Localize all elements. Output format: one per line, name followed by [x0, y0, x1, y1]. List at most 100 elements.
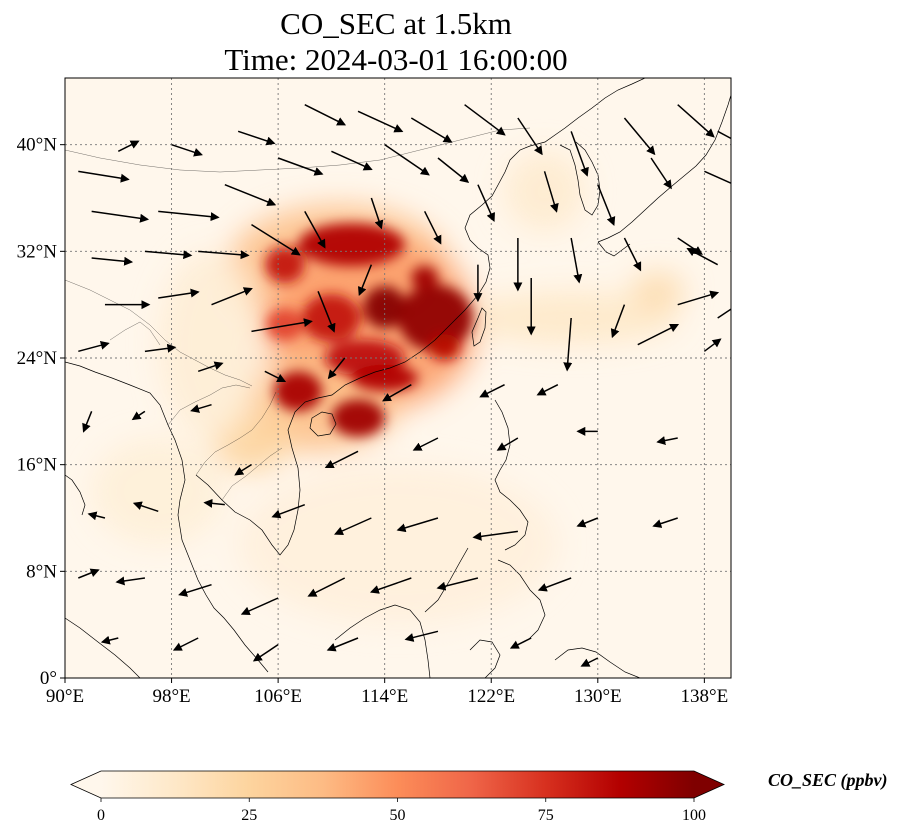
wind-arrow: [677, 104, 715, 138]
wind-arrow: [610, 304, 626, 339]
co-hotspot: [411, 266, 438, 290]
wind-arrow: [537, 577, 572, 592]
colorbar-gradient: [101, 771, 694, 798]
longitude-axis: 90°E 98°E 106°E 114°E 122°E 130°E 138°E: [46, 678, 728, 707]
wind-arrow: [357, 110, 404, 133]
wind-arrow: [369, 577, 412, 594]
co-hotspot: [398, 284, 473, 352]
wind-arrow: [264, 370, 287, 383]
wind-arrow: [203, 498, 225, 508]
wind-arrow: [570, 131, 589, 177]
wind-arrow: [251, 224, 301, 256]
wind-arrow: [656, 436, 678, 445]
colorbar-tick-label: 100: [682, 807, 706, 824]
map-subtitle-time: Time: 2024-03-01 16:00:00: [224, 42, 568, 77]
wind-arrow: [496, 437, 519, 451]
wind-arrow: [78, 340, 110, 353]
wind-arrow: [307, 577, 346, 597]
wind-arrow: [144, 343, 177, 353]
wind-arrow: [437, 157, 470, 183]
lat-tick-label: 8°N: [26, 561, 57, 582]
wind-arrow: [717, 308, 731, 319]
wind-arrow: [637, 323, 680, 346]
colorbar-tick-label: 25: [241, 807, 257, 824]
wind-vectors: [78, 103, 731, 667]
wind-arrow: [334, 517, 372, 536]
wind-arrow: [464, 104, 506, 136]
wind-arrow: [115, 576, 146, 586]
wind-arrow: [327, 357, 346, 380]
wind-arrow: [370, 197, 384, 230]
wind-arrow: [576, 517, 599, 528]
wind-arrow: [704, 170, 731, 185]
wind-arrow: [190, 403, 212, 413]
wind-arrow: [158, 210, 220, 222]
wind-arrow: [224, 183, 277, 207]
co-hotspot: [266, 308, 304, 341]
wind-arrow: [117, 140, 140, 153]
wind-arrow: [623, 117, 656, 156]
wind-arrow: [178, 583, 212, 597]
wind-arrow: [251, 318, 313, 333]
lon-tick-label: 114°E: [361, 686, 408, 707]
colorbar-ticks: 0 25 50 75 100: [97, 798, 706, 824]
wind-arrow: [78, 568, 100, 579]
wind-arrow: [132, 501, 159, 513]
co-plume: [238, 464, 558, 625]
lon-tick-label: 138°E: [681, 686, 729, 707]
co-plume: [504, 151, 585, 232]
wind-arrow: [144, 250, 193, 260]
wind-arrow: [171, 143, 203, 157]
wind-arrow: [317, 291, 336, 333]
wind-arrow: [404, 630, 439, 642]
colorbar-extend-max: [694, 771, 724, 798]
wind-arrow: [652, 517, 678, 528]
map-frame: [64, 77, 732, 679]
wind-arrow: [82, 411, 93, 433]
wind-arrow: [252, 644, 279, 662]
wind-arrow: [211, 287, 253, 306]
wind-arrow: [197, 361, 224, 373]
wind-arrow: [382, 384, 412, 402]
wind-arrow: [412, 437, 439, 451]
wind-arrow: [277, 157, 324, 176]
wind-arrow: [172, 637, 199, 651]
wind-arrow: [677, 237, 703, 255]
wind-arrow: [436, 577, 479, 591]
lon-tick-label: 90°E: [46, 686, 84, 707]
lon-tick-label: 106°E: [254, 686, 302, 707]
wind-arrow: [384, 144, 430, 176]
coastlines: [65, 78, 731, 678]
wind-arrow: [304, 103, 347, 126]
wind-arrow: [240, 597, 279, 616]
wind-arrow: [91, 210, 150, 223]
wind-arrow: [326, 637, 359, 652]
lon-tick-label: 130°E: [574, 686, 622, 707]
wind-arrow: [536, 383, 559, 396]
co-hotspot: [298, 223, 405, 266]
lat-tick-label: 24°N: [17, 348, 58, 369]
wind-arrow: [396, 517, 439, 533]
wind-arrow: [479, 383, 505, 398]
lat-tick-label: 0°: [40, 668, 57, 689]
wind-arrow: [357, 264, 373, 297]
colorbar-outline: [70, 770, 725, 799]
co-hotspot: [428, 334, 461, 361]
wind-arrow: [677, 290, 720, 306]
wind-arrow: [131, 410, 146, 421]
lat-tick-label: 16°N: [17, 455, 58, 476]
wind-arrow: [563, 317, 573, 372]
wind-arrow: [686, 247, 719, 266]
lat-tick-label: 40°N: [17, 135, 58, 156]
co-hotspot: [363, 286, 406, 329]
wind-arrow: [509, 637, 532, 649]
wind-arrow: [543, 171, 559, 213]
lat-tick-label: 32°N: [17, 241, 58, 262]
colorbar-label: CO_SEC (ppbv): [768, 770, 888, 790]
wind-arrow: [304, 210, 326, 249]
co-plume: [91, 438, 225, 545]
wind-arrow: [324, 450, 359, 469]
colorbar-tick-label: 75: [538, 807, 554, 824]
latitude-axis: 0° 8°N 16°N 24°N 32°N 40°N: [17, 135, 65, 689]
